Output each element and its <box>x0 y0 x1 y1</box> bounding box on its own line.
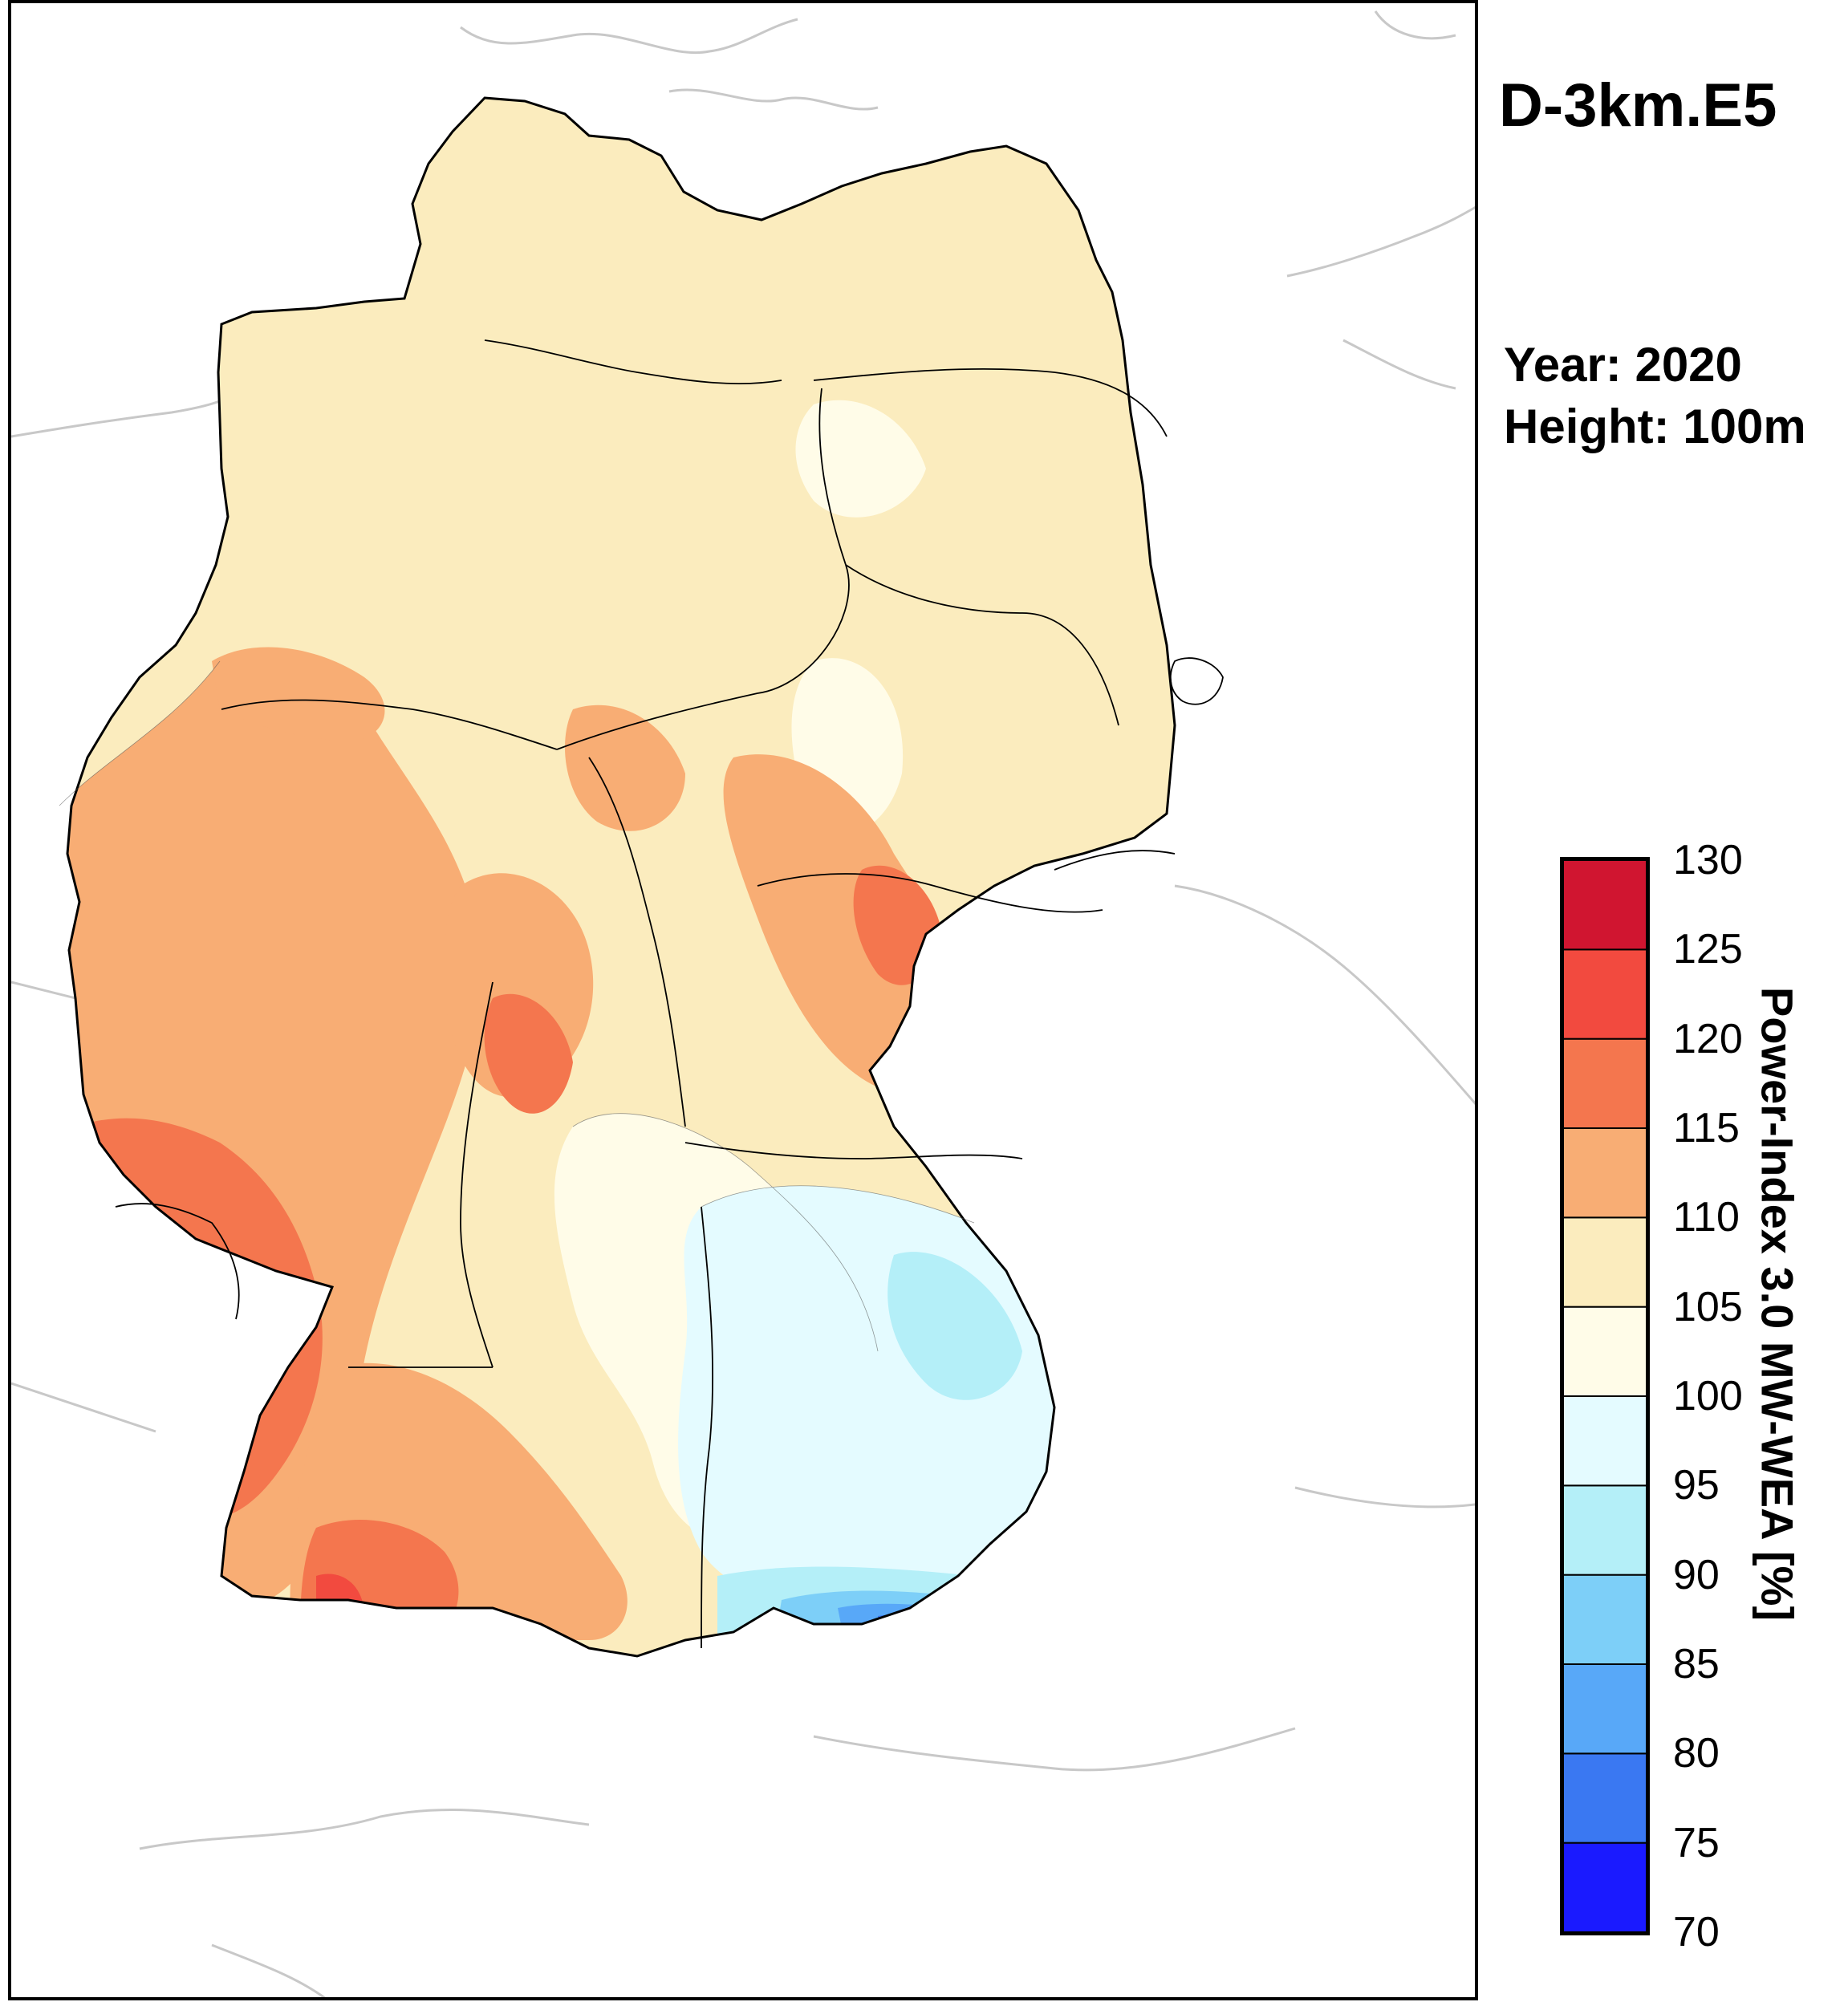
colorbar-tick-label: 85 <box>1673 1641 1720 1687</box>
region-85-90-alps <box>774 1590 1033 1648</box>
austria-border <box>813 1727 1296 1772</box>
germany-field <box>67 98 1383 1656</box>
region-120-125-hunsrueck <box>121 1314 213 1441</box>
colorbar-swatch <box>1562 1038 1647 1129</box>
neighbor-borders <box>11 10 1475 1997</box>
contour-3 <box>59 660 221 806</box>
border-bw-bavaria <box>701 1206 714 1649</box>
region-south-rhine-strip <box>220 1600 332 1656</box>
austria-border-2 <box>1294 1486 1475 1509</box>
contour-1 <box>572 1113 879 1352</box>
colorbar-tick-label: 90 <box>1673 1551 1720 1598</box>
region-100-105-east <box>1021 884 1167 1040</box>
region-125-130-rhine <box>292 1605 328 1645</box>
map-frame <box>8 0 1478 2000</box>
region-75-80-alps <box>878 1614 934 1641</box>
colorbar-tick-label: 80 <box>1673 1730 1720 1777</box>
colorbar-swatch <box>1562 859 1647 951</box>
colorbar-tick-label: 95 <box>1673 1462 1720 1509</box>
region-110-115-brandenburg <box>1304 644 1383 739</box>
colorbar-swatches <box>1562 859 1647 1934</box>
region-95-100-saxony <box>1053 998 1175 1131</box>
border-mv-brandenburg <box>813 367 1168 437</box>
border-rlp-hesse <box>460 981 493 1368</box>
colorbar-tick-label: 120 <box>1673 1015 1743 1062</box>
region-115-120-bw <box>458 1625 557 1656</box>
berlin-outline <box>1169 657 1224 705</box>
danish-islands <box>668 88 879 111</box>
region-100-105-north <box>795 400 926 518</box>
contour-lines <box>59 660 975 1352</box>
colorbar-tick-label: 75 <box>1673 1819 1720 1866</box>
region-90-95-bavaria-2 <box>1053 1459 1107 1528</box>
colorbar-swatch <box>1562 1574 1647 1665</box>
czech-border <box>1174 884 1475 1106</box>
colorbar-swatch <box>1562 1752 1647 1844</box>
state-borders <box>115 339 1224 1649</box>
colorbar-tick-label: 125 <box>1673 926 1743 973</box>
region-90-95-bavaria <box>887 1252 1022 1400</box>
colorbar-swatch <box>1562 1663 1647 1755</box>
colorbar-swatch <box>1562 1395 1647 1487</box>
poland-coast <box>1286 205 1475 278</box>
baltic-coast-north <box>1374 10 1456 40</box>
france-border <box>11 1382 156 1433</box>
border-thuringia-north <box>757 873 1103 913</box>
border-saarland <box>115 1203 240 1320</box>
colorbar-tick-label: 70 <box>1673 1909 1720 1955</box>
height-label: Height: 100m <box>1504 400 1806 453</box>
colorbar-tick-label: 115 <box>1673 1105 1740 1151</box>
colorbar-swatch <box>1562 1842 1647 1934</box>
region-110-115-nrw-north <box>212 647 385 741</box>
colorbar-tick-label: 130 <box>1673 837 1743 883</box>
border-hesse-east <box>588 757 686 1127</box>
colorbar-frame <box>1560 857 1650 1935</box>
power-index-map <box>11 10 1475 1997</box>
region-115-120-erzgebirge <box>934 1089 982 1158</box>
colorbar-swatch <box>1562 1306 1647 1397</box>
border-bavaria-north <box>684 1142 1023 1159</box>
switzerland-border-2 <box>211 1943 327 1997</box>
colorbar-tick-label: 100 <box>1673 1373 1743 1419</box>
border-saxony-anhalt <box>845 564 1119 726</box>
border-schleswig-lower-saxony <box>484 339 782 385</box>
region-95-100-bavaria <box>678 1185 1074 1610</box>
colorbar-swatch <box>1562 948 1647 1040</box>
poland-border <box>1342 339 1456 390</box>
border-lower-saxony-east <box>556 388 850 750</box>
year-label: Year: 2020 <box>1504 338 1742 392</box>
region-90-95-saxony <box>1103 1100 1152 1155</box>
contour-2 <box>701 1185 975 1224</box>
netherlands-border <box>11 399 222 438</box>
colorbar-tick-label: 105 <box>1673 1283 1743 1330</box>
region-80-85-alps <box>838 1603 981 1648</box>
region-115-120-hesse <box>484 993 573 1114</box>
border-nrw-lower-saxony <box>221 699 558 750</box>
colorbar-label: Power-Index 3.0 MW-WEA [%] <box>1752 986 1803 1622</box>
switzerland-border <box>139 1808 590 1850</box>
colorbar-swatch <box>1562 1127 1647 1219</box>
colorbar-swatch <box>1562 1216 1647 1308</box>
denmark-coast <box>460 18 798 55</box>
colorbar-swatch <box>1562 1484 1647 1576</box>
border-saxony-brandenburg <box>1054 850 1176 871</box>
map-title: D-3km.E5 <box>1499 71 1777 140</box>
colorbar-tick-label: 110 <box>1673 1194 1740 1241</box>
